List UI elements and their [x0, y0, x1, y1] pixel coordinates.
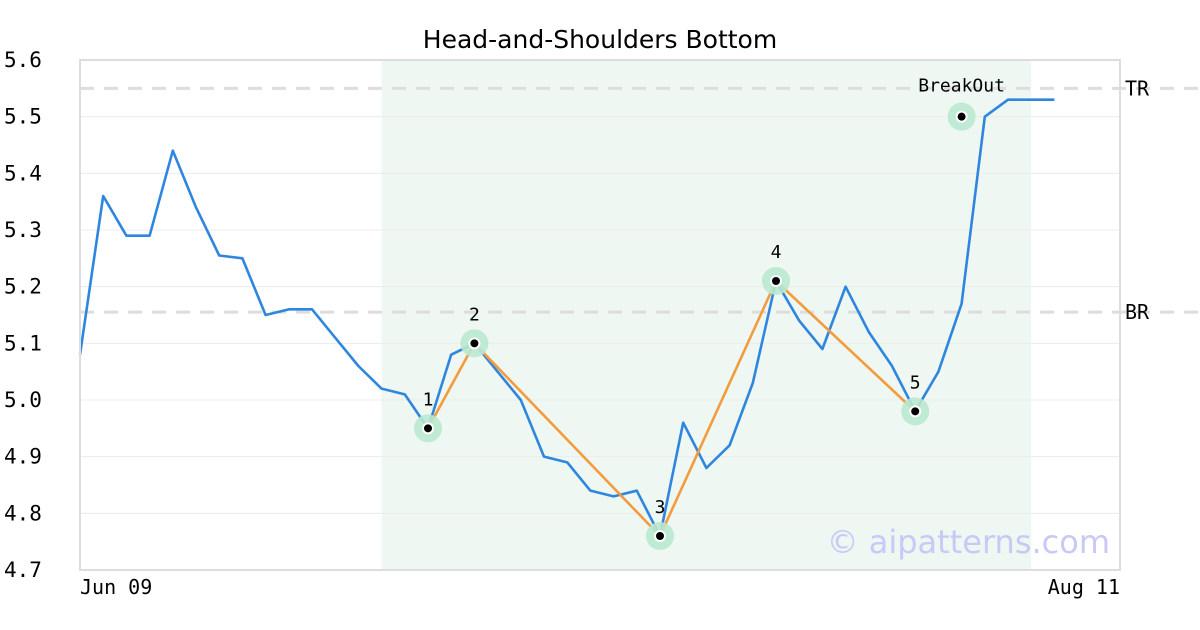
y-tick-label: 4.9 — [4, 445, 42, 469]
pattern-point-2 — [468, 337, 481, 350]
pattern-point-5 — [909, 405, 922, 418]
x-tick-label-start: Jun 09 — [80, 575, 152, 599]
y-tick-label: 5.2 — [4, 275, 42, 299]
price-series-line — [78, 98, 1055, 538]
breakout-point — [955, 110, 968, 123]
plot-frame — [79, 59, 1121, 571]
y-tick-label: 5.6 — [4, 48, 42, 72]
pattern-point-5-label: 5 — [910, 372, 921, 393]
reference-label-tr: TR — [1125, 76, 1150, 100]
y-tick-label: 4.7 — [4, 558, 42, 582]
y-tick-label: 5.3 — [4, 218, 42, 242]
reference-label-br: BR — [1125, 300, 1150, 324]
x-axis-ticks: Jun 09 Aug 11 — [80, 575, 1120, 599]
y-tick-label: 5.5 — [4, 105, 42, 129]
watermark: © aipatterns.com — [827, 523, 1110, 561]
pattern-point-1-label: 1 — [423, 389, 434, 410]
y-tick-label: 5.0 — [4, 388, 42, 412]
y-tick-label: 5.1 — [4, 331, 42, 355]
reference-lines: TR BR — [80, 76, 1200, 324]
pattern-point-4-label: 4 — [771, 242, 782, 263]
chart-title: Head-and-Shoulders Bottom — [423, 25, 777, 54]
pattern-point-1 — [422, 422, 434, 435]
y-axis-ticks: 4.7 4.8 4.9 5.0 5.1 5.2 5.3 5.4 5.5 5.6 — [4, 48, 42, 582]
y-tick-label: 5.4 — [4, 161, 42, 185]
pattern-point-3-label: 3 — [655, 497, 666, 518]
x-tick-label-end: Aug 11 — [1048, 575, 1120, 599]
pattern-markers: 1 2 3 4 5 BreakOut — [414, 76, 1005, 550]
breakout-label: BreakOut — [918, 76, 1005, 97]
pattern-point-4 — [770, 275, 782, 287]
pattern-point-2-label: 2 — [469, 304, 480, 325]
pattern-highlight-band — [381, 60, 1032, 570]
y-tick-label: 4.8 — [4, 501, 42, 525]
pattern-point-3 — [654, 530, 666, 542]
